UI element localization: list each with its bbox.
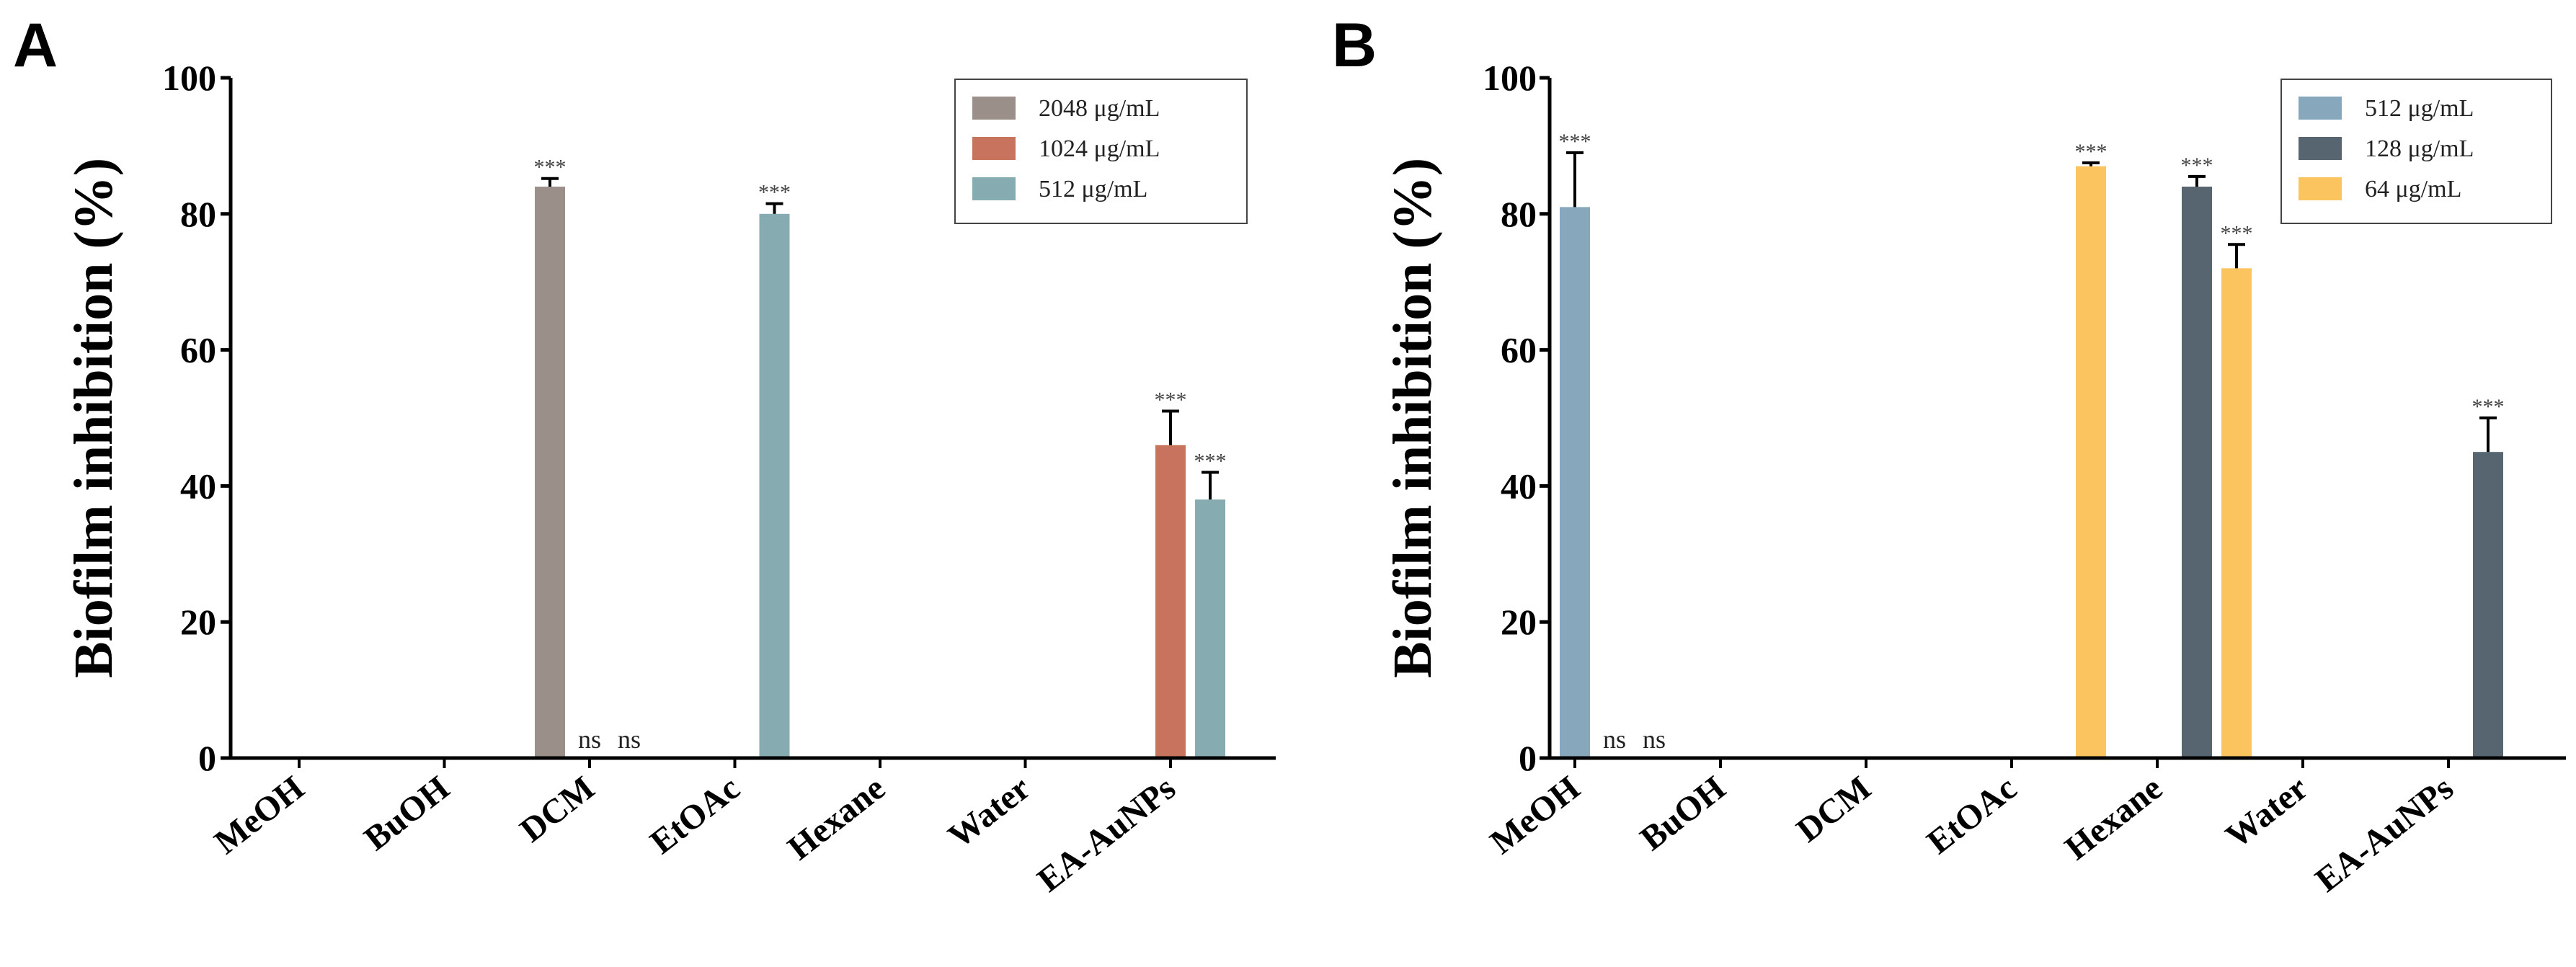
significance-label: *** xyxy=(1155,388,1187,412)
bar xyxy=(2076,166,2106,759)
significance-label: *** xyxy=(2472,395,2505,419)
x-tick-label: Water xyxy=(2219,769,2314,856)
significance-label: *** xyxy=(1559,130,1591,153)
significance-label: ns xyxy=(618,725,641,754)
y-tick-label: 0 xyxy=(1519,738,1537,778)
significance-label: *** xyxy=(2221,221,2253,245)
bar xyxy=(1155,445,1186,758)
bar xyxy=(1195,499,1225,758)
chart-panel-a: Biofilm inhibition (%) 0 20 40 60 80 100 *** ns *… xyxy=(63,58,1276,899)
y-axis-label-a: Biofilm inhibition (%) xyxy=(63,158,124,678)
legend-a: 2048 μg/mL 1024 μg/mL 512 μg/mL xyxy=(954,79,1248,224)
y-tick-label: 0 xyxy=(198,738,216,778)
legend-label: 128 μg/mL xyxy=(2365,135,2474,162)
bar xyxy=(1560,207,1590,758)
significance-label: ns xyxy=(1603,725,1626,754)
x-tick-label: DCM xyxy=(1790,769,1878,850)
bar xyxy=(535,187,565,758)
x-tick-label: EtOAc xyxy=(643,769,747,862)
bar xyxy=(2221,268,2252,758)
y-tick-label: 40 xyxy=(1501,465,1537,506)
bar xyxy=(2473,452,2503,758)
significance-label: ns xyxy=(578,725,601,754)
legend-b: 512 μg/mL 128 μg/mL 64 μg/mL xyxy=(2280,79,2552,224)
y-tick-label: 80 xyxy=(1501,194,1537,234)
legend-swatch xyxy=(972,97,1016,120)
x-tick-label: Water xyxy=(941,769,1037,856)
significance-label: *** xyxy=(2075,140,2108,164)
y-tick-label: 100 xyxy=(162,58,216,98)
y-tick-label: 60 xyxy=(1501,330,1537,370)
x-tick-label: MeOH xyxy=(1483,769,1587,862)
x-tick-label: EA-AuNPs xyxy=(2309,769,2461,899)
x-tick-label: Hexane xyxy=(2058,769,2169,868)
chart-panel-b: Biofilm inhibition (%) 0 20 40 60 80 100 *** ns *… xyxy=(1382,58,2566,899)
x-tick-label: EtOAc xyxy=(1920,769,2024,862)
significance-label: *** xyxy=(534,156,567,179)
legend-label: 512 μg/mL xyxy=(2365,95,2474,122)
legend-label: 2048 μg/mL xyxy=(1039,95,1160,122)
panel-letter-b: B xyxy=(1332,11,1377,80)
y-tick-label: 60 xyxy=(180,330,216,370)
significance-label: *** xyxy=(758,181,791,205)
bar xyxy=(2182,187,2212,758)
x-tick-label: EA-AuNPs xyxy=(1031,769,1183,899)
bar xyxy=(759,213,790,758)
panel-letter-a: A xyxy=(13,11,58,80)
legend-swatch xyxy=(972,137,1016,160)
y-tick-label: 80 xyxy=(180,194,216,234)
y-tick-label: 20 xyxy=(180,602,216,642)
legend-swatch xyxy=(2299,97,2342,120)
legend-label: 1024 μg/mL xyxy=(1039,135,1160,162)
x-tick-label: BuOH xyxy=(357,769,457,858)
x-tick-label: Hexane xyxy=(781,769,892,868)
y-tick-label: 20 xyxy=(1501,602,1537,642)
legend-label: 64 μg/mL xyxy=(2365,176,2461,202)
legend-swatch xyxy=(2299,137,2342,160)
legend-swatch xyxy=(972,177,1016,200)
y-axis-label-b: Biofilm inhibition (%) xyxy=(1382,158,1443,678)
significance-label: ns xyxy=(1643,725,1666,754)
y-tick-label: 40 xyxy=(180,465,216,506)
legend-label: 512 μg/mL xyxy=(1039,176,1147,202)
y-tick-label: 100 xyxy=(1483,58,1537,98)
x-tick-label: BuOH xyxy=(1633,769,1733,858)
significance-label: *** xyxy=(1194,450,1227,473)
significance-label: *** xyxy=(2181,153,2213,177)
x-tick-label: DCM xyxy=(513,769,602,850)
legend-swatch xyxy=(2299,177,2342,200)
x-tick-label: MeOH xyxy=(208,769,311,862)
